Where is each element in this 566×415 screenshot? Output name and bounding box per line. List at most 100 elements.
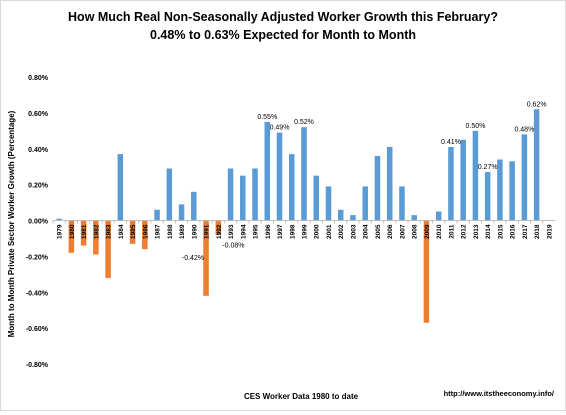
x-tick-label: 1986 [142,224,149,239]
data-label-2017: 0.48% [514,126,534,133]
x-tick-label: 2006 [387,224,394,239]
bar-1996 [264,121,271,221]
bar-1979 [56,218,62,221]
y-tick-label: 0.80% [28,75,49,82]
data-label-1996: 0.55% [257,114,277,121]
bar-1992 [215,220,222,235]
y-axis-label: Month to Month Private Sector Worker Gro… [7,110,16,337]
chart-title: How Much Real Non-Seasonally Adjusted Wo… [68,10,498,24]
x-tick-label: 1991 [204,224,211,239]
bar-2004 [362,186,368,221]
bar-series [56,109,540,323]
x-tick-label: 2012 [461,224,468,239]
x-tick-label: 1993 [228,224,235,239]
bar-1980 [68,220,75,253]
data-label-2011: 0.41% [441,139,461,146]
x-tick-label: 1979 [57,224,64,239]
x-tick-label: 1982 [93,224,100,239]
bar-1985 [129,220,136,244]
bar-1989 [178,204,185,221]
bar-2016 [509,161,515,221]
bar-1982 [93,220,99,255]
x-tick-label: 2013 [473,224,480,239]
bar-2012 [460,139,466,221]
x-tick-label: 1992 [216,224,223,239]
x-tick-label: 1983 [106,224,113,239]
bar-2008 [411,215,417,221]
bar-2007 [399,186,405,221]
x-tick-label: 1988 [167,224,174,239]
bar-1993 [227,168,234,221]
bar-2000 [313,175,319,221]
bar-1998 [289,154,295,221]
x-tick-label: 2010 [436,224,443,239]
x-axis-label: CES Worker Data 1980 to date [244,392,359,401]
x-tick-label: 2005 [375,224,382,239]
x-tick-label: 2011 [448,224,455,238]
y-tick-label: 0.60% [28,111,49,118]
x-tick-label: 1997 [277,224,284,239]
bar-1984 [117,154,124,221]
bar-2003 [350,215,356,221]
data-label-2014: 0.27% [478,164,498,171]
x-tick-label: 2009 [424,224,431,239]
y-tick-label: -0.60% [26,326,49,333]
x-tick-label: 2008 [412,224,419,239]
y-tick-label: -0.80% [26,362,49,369]
y-tick-label: -0.20% [26,254,49,261]
bar-2014 [484,172,491,221]
data-label-2013: 0.50% [465,123,485,130]
bar-2006 [386,146,393,221]
y-axis-ticks: 0.80% 0.60% 0.40% 0.20% 0.00% -0.20% -0.40% -0.… [26,75,49,369]
chart-subtitle: 0.48% to 0.63% Expected for Month to Mon… [150,28,416,42]
bar-1999 [301,127,307,221]
x-tick-label: 2016 [510,224,517,239]
x-tick-label: 2007 [399,224,406,239]
y-tick-label: 0.20% [28,183,49,190]
bar-2011 [448,146,454,221]
x-axis-ticks: 1979 1980 1981 1982 1983 1984 1985 1986 1987 1988… [52,220,553,239]
x-tick-label: 1989 [179,224,186,239]
x-tick-label: 2001 [326,224,333,239]
bar-1990 [191,191,197,221]
bar-2010 [435,211,442,221]
bar-1994 [240,175,246,221]
x-tick-label: 2017 [522,224,529,239]
bar-2013 [472,130,479,221]
x-tick-label: 2018 [534,224,541,239]
bar-1983 [105,220,111,278]
bar-2018 [533,109,540,221]
bar-1987 [154,209,160,221]
x-tick-label: 1984 [118,224,125,239]
data-label-1999: 0.52% [294,119,314,126]
source-url: http://www.itstheeconomy.info/ [444,389,555,398]
x-tick-label: 1980 [69,224,76,239]
bar-1988 [166,168,173,221]
x-tick-label: 1995 [253,224,260,239]
bar-1991 [203,220,209,296]
bar-2015 [497,159,503,221]
bar-2009 [423,220,430,323]
y-tick-label: 0.00% [28,219,49,226]
bar-1995 [252,168,258,221]
x-tick-label: 1990 [191,224,198,239]
x-tick-label: 2003 [350,224,357,239]
x-tick-label: 2002 [338,224,345,239]
data-label-1991: -0.42% [182,255,204,262]
data-labels: -0.42% -0.08% 0.55% 0.49% 0.52% 0.41% 0.50% 0.2… [182,101,547,262]
y-tick-label: 0.40% [28,147,49,154]
x-tick-label: 1985 [130,224,137,239]
x-tick-label: 1994 [240,224,247,239]
bar-2001 [325,186,332,221]
bar-1986 [142,220,148,250]
x-tick-label: 1996 [265,224,272,239]
x-tick-label: 2000 [314,224,321,239]
data-label-2018: 0.62% [527,101,547,108]
bar-2017 [521,134,528,221]
x-tick-label: 2014 [485,224,492,239]
y-tick-label: -0.40% [26,290,49,297]
x-tick-label: 2004 [363,224,370,239]
x-tick-label: 1987 [155,224,162,239]
